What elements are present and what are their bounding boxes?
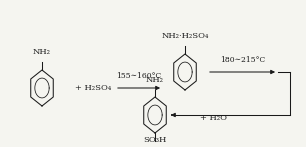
Text: SO₃H: SO₃H xyxy=(143,136,167,144)
Text: NH₂: NH₂ xyxy=(33,48,51,56)
Text: NH₂·H₂SO₄: NH₂·H₂SO₄ xyxy=(161,32,209,40)
Text: 155∼160°C: 155∼160°C xyxy=(116,72,162,80)
Text: + H₂O: + H₂O xyxy=(200,114,227,122)
Text: + H₂SO₄: + H₂SO₄ xyxy=(75,84,111,92)
Text: 180∼215°C: 180∼215°C xyxy=(220,56,265,64)
Text: NH₂: NH₂ xyxy=(146,76,164,84)
